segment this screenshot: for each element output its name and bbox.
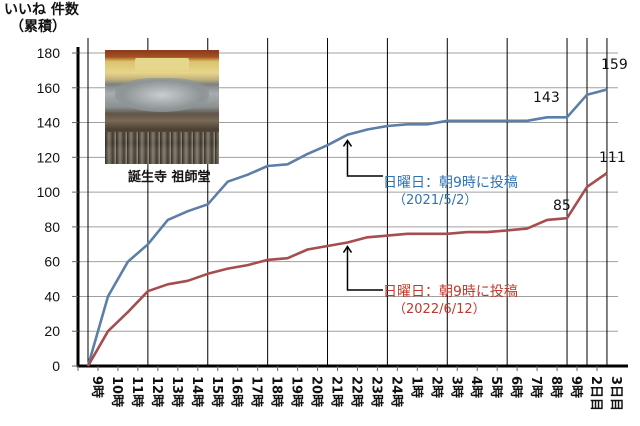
x-tick-text: 10時 <box>109 376 125 407</box>
value-label-red-85: 85 <box>553 198 571 214</box>
x-tick-text: 14時 <box>189 376 205 407</box>
x-tick-text: 19時 <box>289 376 305 407</box>
x-tick-text: 5時 <box>488 376 504 398</box>
x-tick-text: 3時 <box>448 376 464 398</box>
x-tick-text: 11時 <box>129 376 145 407</box>
x-tick-label: 15時 <box>209 376 225 407</box>
x-tick-text: 13時 <box>169 376 185 407</box>
value-label-blue-159: 159 <box>601 57 628 73</box>
x-tick-text: 2日目 <box>588 376 603 411</box>
x-tick-label: 22時 <box>348 376 364 407</box>
annotation-2021-date: （2021/5/2） <box>393 193 478 208</box>
x-tick-label: 12時 <box>149 376 165 407</box>
x-tick-label: 24時 <box>388 376 404 407</box>
temple-photo <box>105 50 219 164</box>
arrow-2021 <box>346 140 383 177</box>
x-tick-text: 16時 <box>229 376 245 407</box>
x-tick-label: 18時 <box>269 376 285 407</box>
x-tick-label: 9時 <box>568 376 584 398</box>
y-axis-title-line1: いいね 件数 <box>4 2 79 18</box>
arrowhead-2021 <box>342 139 353 147</box>
x-tick-label: 6時 <box>508 376 524 398</box>
y-tick-label: 160 <box>37 80 61 96</box>
photo-caption: 誕生寺 祖師堂 <box>128 170 211 185</box>
y-axis-title: いいね 件数 （累積） <box>4 2 79 36</box>
value-label-blue-143: 143 <box>533 90 560 106</box>
x-tick-label: 16時 <box>229 376 245 407</box>
annotation-2022-date: （2022/6/12） <box>393 302 486 317</box>
y-tick-label: 140 <box>37 115 61 131</box>
x-tick-label: 20時 <box>309 376 325 407</box>
x-tick-label: 3日目 <box>608 376 623 411</box>
x-tick-label: 7時 <box>528 376 544 398</box>
series-2022-line <box>86 171 608 367</box>
photo-carving <box>115 78 209 112</box>
annotation-2022-title: 日曜日：朝9時に投稿 <box>383 284 518 300</box>
x-tick-label: 11時 <box>129 376 145 407</box>
x-tick-label: 2時 <box>428 376 444 398</box>
y-tick-label: 60 <box>44 254 60 270</box>
x-axis-ticks: 9時 10時 11時 12時 13時 14時 15時 16時 17時 18時 19時 20時 21時 22… <box>77 366 623 411</box>
x-tick-text: 1時 <box>408 376 424 398</box>
photo-lower-carving <box>105 132 219 164</box>
x-tick-text: 2時 <box>428 376 444 398</box>
y-tick-label: 80 <box>44 219 60 235</box>
annotation-2021-title: 日曜日：朝9時に投稿 <box>383 175 518 191</box>
annotation-2022: 日曜日：朝9時に投稿 （2022/6/12） <box>383 283 518 319</box>
value-label-red-111: 111 <box>599 150 626 166</box>
y-axis-title-line2: （累積） <box>10 19 66 35</box>
x-tick-text: 6時 <box>508 376 524 398</box>
x-tick-text: 9時 <box>568 376 584 398</box>
y-tick-label: 100 <box>37 184 61 200</box>
x-tick-text: 4時 <box>468 376 484 398</box>
x-tick-text: 15時 <box>209 376 225 407</box>
axes <box>76 47 628 368</box>
x-tick-label: 19時 <box>289 376 305 407</box>
y-tick-label: 20 <box>44 323 60 339</box>
y-axis-ticks: 0 20 40 60 80 100 120 140 160 180 <box>37 45 78 374</box>
x-tick-label: 4時 <box>468 376 484 398</box>
x-tick-text: 9時 <box>89 376 105 398</box>
x-tick-text: 23時 <box>368 376 384 407</box>
x-tick-text: 24時 <box>388 376 404 407</box>
x-tick-label: 21時 <box>329 376 345 407</box>
x-tick-label: 3時 <box>448 376 464 398</box>
x-tick-label: 13時 <box>169 376 185 407</box>
annotation-2021: 日曜日：朝9時に投稿 （2021/5/2） <box>383 174 518 210</box>
x-tick-text: 12時 <box>149 376 165 407</box>
x-tick-text: 7時 <box>528 376 544 398</box>
x-tick-text: 3日目 <box>608 376 623 411</box>
x-tick-text: 17時 <box>249 376 265 407</box>
x-tick-label: 17時 <box>249 376 265 407</box>
y-tick-label: 40 <box>44 288 60 304</box>
x-tick-text: 21時 <box>329 376 345 407</box>
arrow-2022 <box>346 246 383 291</box>
x-tick-text: 8時 <box>548 376 564 398</box>
x-tick-text: 22時 <box>348 376 364 407</box>
series-2021-line <box>86 88 608 367</box>
x-tick-label: 5時 <box>488 376 504 398</box>
x-tick-label: 9時 <box>89 376 105 398</box>
y-tick-label: 0 <box>52 358 60 374</box>
annotation-arrows <box>342 139 383 291</box>
data-series <box>86 88 608 367</box>
x-tick-label: 8時 <box>548 376 564 398</box>
photo-signboard <box>135 58 189 70</box>
x-tick-text: 18時 <box>269 376 285 407</box>
y-tick-label: 120 <box>37 149 61 165</box>
x-tick-text: 20時 <box>309 376 325 407</box>
x-tick-label: 14時 <box>189 376 205 407</box>
x-tick-label: 23時 <box>368 376 384 407</box>
x-tick-label: 10時 <box>109 376 125 407</box>
x-tick-label: 2日目 <box>588 376 603 411</box>
arrowhead-2022 <box>342 245 353 253</box>
x-tick-label: 1時 <box>408 376 424 398</box>
y-tick-label: 180 <box>37 45 61 61</box>
